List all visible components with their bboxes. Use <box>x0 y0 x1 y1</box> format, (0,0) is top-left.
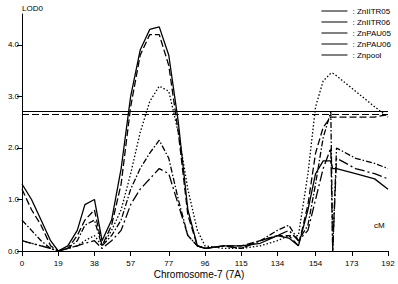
svg-text:4.0: 4.0 <box>8 40 20 49</box>
svg-text:1.0: 1.0 <box>8 195 20 204</box>
svg-text:3.0: 3.0 <box>8 92 20 101</box>
svg-text:2.0: 2.0 <box>8 143 20 152</box>
svg-text:57: 57 <box>126 259 135 268</box>
svg-text:192: 192 <box>381 259 395 268</box>
svg-text:115: 115 <box>235 259 248 268</box>
svg-text:: Znpool: : Znpool <box>352 51 381 60</box>
svg-text:: ZnPAU05: : ZnPAU05 <box>352 29 391 38</box>
svg-text:173: 173 <box>345 259 359 268</box>
svg-text:0.0: 0.0 <box>8 247 20 256</box>
svg-text:134: 134 <box>271 259 285 268</box>
svg-text:38: 38 <box>90 259 99 268</box>
svg-text:LOD0: LOD0 <box>22 4 43 13</box>
svg-text:: ZnPAU06: : ZnPAU06 <box>352 40 391 49</box>
svg-text:154: 154 <box>309 259 323 268</box>
svg-text:77: 77 <box>164 259 173 268</box>
svg-text:: ZnIITR05: : ZnIITR05 <box>352 7 390 16</box>
svg-text:19: 19 <box>54 259 63 268</box>
svg-text:0: 0 <box>20 259 25 268</box>
svg-text:Chromosome-7 (7A): Chromosome-7 (7A) <box>154 269 245 280</box>
svg-text:: ZnIITR06: : ZnIITR06 <box>352 18 390 27</box>
svg-text:96: 96 <box>201 259 210 268</box>
svg-text:cM: cM <box>374 221 385 230</box>
